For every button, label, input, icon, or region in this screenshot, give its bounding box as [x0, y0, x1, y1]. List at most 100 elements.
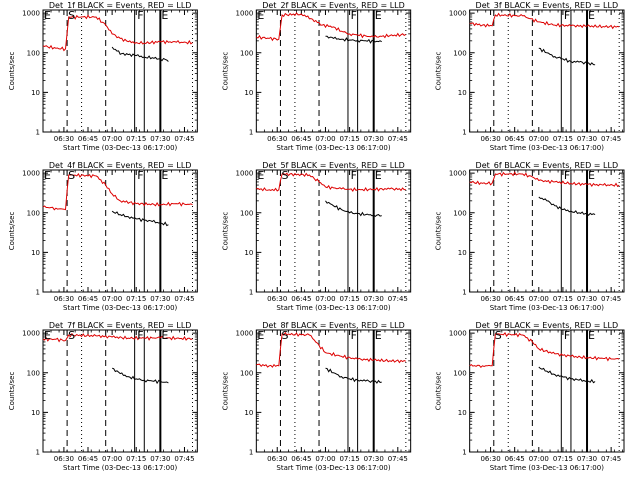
- x-tick-label: 07:45: [388, 455, 408, 463]
- chart-title: Det_9f BLACK = Events, RED = LLD: [476, 321, 619, 330]
- x-tick-label: 07:30: [150, 295, 170, 303]
- x-tick-label: 07:15: [553, 455, 573, 463]
- x-tick-label: 07:00: [102, 295, 122, 303]
- x-tick-label: 07:00: [102, 135, 122, 143]
- chart-title: Det_7f BLACK = Events, RED = LLD: [49, 321, 192, 330]
- events-series-line: [111, 46, 169, 62]
- phase-marker-label: F: [351, 9, 357, 22]
- y-tick-label: 10: [244, 249, 253, 257]
- x-tick-label: 07:30: [577, 135, 597, 143]
- phase-marker-label: F: [137, 329, 143, 342]
- y-tick-label: 100: [27, 49, 40, 57]
- x-tick-label: 07:00: [315, 295, 335, 303]
- events-series-line: [325, 35, 382, 44]
- chart-title: Det_8f BLACK = Events, RED = LLD: [262, 321, 405, 330]
- x-tick-label: 06:30: [54, 295, 74, 303]
- detector-panel: Det_4f BLACK = Events, RED = LLD 1 10 100 10…: [8, 161, 198, 312]
- y-tick-label: 1000: [236, 10, 254, 18]
- plot-frame: [255, 169, 412, 293]
- chart-title: Det_6f BLACK = Events, RED = LLD: [476, 161, 619, 170]
- y-axis-label: Counts/sec: [8, 372, 16, 411]
- events-series-line: [538, 47, 596, 66]
- y-tick-label: 100: [453, 369, 466, 377]
- lld-series-line: [42, 14, 193, 52]
- y-tick-label: 10: [458, 409, 467, 417]
- plot-frame: [469, 169, 625, 293]
- phase-marker-label: E: [375, 169, 382, 182]
- y-tick-label: 1000: [236, 170, 254, 178]
- y-tick-label: 100: [240, 209, 253, 217]
- x-tick-label: 07:45: [388, 295, 408, 303]
- chart-title: Det_2f BLACK = Events, RED = LLD: [262, 1, 405, 10]
- y-tick-label: 10: [31, 409, 40, 417]
- x-tick-label: 06:30: [267, 455, 287, 463]
- events-series-line: [538, 196, 596, 217]
- x-tick-label: 06:30: [480, 135, 500, 143]
- x-tick-label: 07:30: [364, 455, 384, 463]
- x-axis-label: Start Time (03-Dec-13 06:17:00): [276, 304, 390, 312]
- lld-series-line: [256, 172, 406, 193]
- phase-marker-label: E: [44, 9, 51, 22]
- y-tick-label: 1: [36, 449, 40, 457]
- x-axis-label: Start Time (03-Dec-13 06:17:00): [63, 464, 177, 472]
- y-tick-label: 1: [249, 449, 253, 457]
- x-tick-label: 06:45: [78, 455, 98, 463]
- plot-frame: [469, 9, 625, 133]
- lld-series-line: [256, 12, 407, 42]
- y-tick-label: 1000: [449, 330, 467, 338]
- y-axis-label: Counts/sec: [435, 212, 443, 251]
- x-tick-label: 06:45: [78, 135, 98, 143]
- x-axis-label: Start Time (03-Dec-13 06:17:00): [490, 304, 604, 312]
- x-tick-label: 07:15: [126, 135, 146, 143]
- chart-title: Det_4f BLACK = Events, RED = LLD: [49, 161, 192, 170]
- events-series-line: [325, 200, 382, 218]
- events-series-line: [111, 367, 169, 385]
- phase-marker-label: S: [281, 169, 288, 182]
- events-series-line: [111, 210, 169, 227]
- detector-panel: Det_9f BLACK = Events, RED = LLD 1 10 100 10…: [435, 321, 625, 472]
- x-tick-label: 06:45: [78, 295, 98, 303]
- x-tick-label: 07:45: [174, 295, 194, 303]
- phase-marker-label: F: [137, 169, 143, 182]
- x-tick-label: 06:30: [54, 455, 74, 463]
- x-tick-label: 07:15: [339, 135, 359, 143]
- phase-marker-label: S: [281, 329, 288, 342]
- y-axis-label: Counts/sec: [435, 52, 443, 91]
- phase-marker-label: F: [137, 9, 143, 22]
- x-tick-label: 07:45: [174, 455, 194, 463]
- x-tick-label: 06:45: [291, 455, 311, 463]
- x-axis-label: Start Time (03-Dec-13 06:17:00): [276, 464, 390, 472]
- lld-series-line: [469, 171, 620, 188]
- y-tick-label: 1: [462, 449, 466, 457]
- events-series-line: [538, 366, 596, 384]
- x-tick-label: 06:45: [291, 135, 311, 143]
- phase-marker-label: S: [68, 9, 75, 22]
- y-tick-label: 10: [244, 409, 253, 417]
- phase-marker-label: E: [588, 9, 595, 22]
- x-tick-label: 07:15: [553, 135, 573, 143]
- y-tick-label: 1: [36, 289, 40, 297]
- x-tick-label: 06:30: [480, 455, 500, 463]
- phase-marker-label: F: [564, 329, 570, 342]
- x-axis-label: Start Time (03-Dec-13 06:17:00): [63, 304, 177, 312]
- x-tick-label: 07:45: [388, 135, 408, 143]
- x-tick-label: 07:15: [339, 295, 359, 303]
- x-tick-label: 07:30: [577, 455, 597, 463]
- y-axis-label: Counts/sec: [8, 52, 16, 91]
- phase-marker-label: F: [564, 9, 570, 22]
- y-tick-label: 10: [31, 89, 40, 97]
- x-tick-label: 07:30: [577, 295, 597, 303]
- phase-marker-label: S: [68, 169, 75, 182]
- lld-series-line: [42, 172, 193, 211]
- x-tick-label: 07:30: [150, 455, 170, 463]
- x-tick-label: 07:15: [553, 295, 573, 303]
- x-tick-label: 07:45: [601, 455, 621, 463]
- phase-marker-label: E: [375, 329, 382, 342]
- y-tick-label: 1: [462, 289, 466, 297]
- x-axis-label: Start Time (03-Dec-13 06:17:00): [276, 144, 390, 152]
- x-tick-label: 07:30: [150, 135, 170, 143]
- x-tick-label: 06:30: [267, 295, 287, 303]
- phase-marker-label: E: [257, 329, 264, 342]
- phase-marker-label: F: [564, 169, 570, 182]
